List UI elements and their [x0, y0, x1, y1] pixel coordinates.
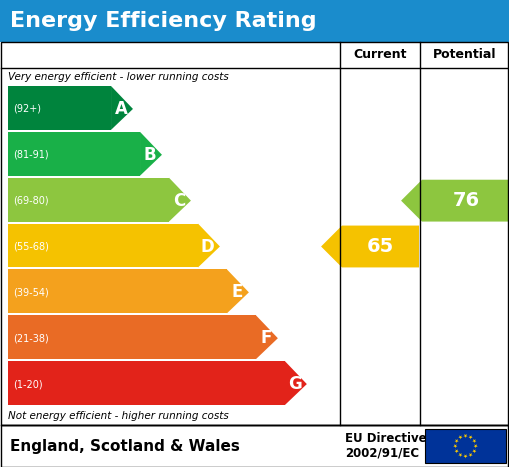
- Bar: [1, 42, 508, 425]
- Text: 76: 76: [453, 191, 480, 210]
- Polygon shape: [463, 454, 468, 459]
- Text: (1-20): (1-20): [13, 379, 43, 389]
- Polygon shape: [468, 435, 473, 439]
- Polygon shape: [453, 444, 458, 448]
- Bar: [8, 361, 285, 405]
- Text: G: G: [288, 375, 302, 393]
- Polygon shape: [285, 361, 307, 405]
- Bar: [425, 429, 506, 463]
- Text: A: A: [115, 100, 127, 118]
- Text: (69-80): (69-80): [13, 196, 49, 205]
- Polygon shape: [458, 435, 463, 439]
- Text: F: F: [260, 329, 271, 347]
- Text: Not energy efficient - higher running costs: Not energy efficient - higher running co…: [8, 411, 229, 421]
- Polygon shape: [473, 444, 478, 448]
- Text: (55-68): (55-68): [13, 241, 49, 252]
- Polygon shape: [227, 269, 249, 313]
- Text: (81-91): (81-91): [13, 150, 49, 160]
- Bar: [8, 132, 140, 176]
- Text: EU Directive: EU Directive: [345, 432, 427, 446]
- Text: (39-54): (39-54): [13, 287, 49, 297]
- Text: 65: 65: [367, 237, 394, 256]
- Polygon shape: [169, 178, 191, 221]
- Text: (92+): (92+): [13, 104, 41, 114]
- Polygon shape: [472, 439, 476, 443]
- Bar: [0, 0, 509, 42]
- Polygon shape: [468, 453, 473, 457]
- Text: Very energy efficient - lower running costs: Very energy efficient - lower running co…: [8, 72, 229, 82]
- Text: Energy Efficiency Rating: Energy Efficiency Rating: [10, 11, 317, 31]
- Polygon shape: [455, 439, 459, 443]
- Polygon shape: [401, 180, 509, 221]
- Bar: [8, 315, 256, 359]
- Polygon shape: [321, 226, 419, 268]
- Polygon shape: [472, 449, 476, 453]
- Text: C: C: [173, 191, 185, 210]
- Text: (21-38): (21-38): [13, 333, 49, 343]
- Bar: [8, 86, 111, 130]
- Polygon shape: [463, 434, 468, 438]
- Polygon shape: [198, 224, 220, 268]
- Polygon shape: [455, 449, 459, 453]
- Text: Potential: Potential: [433, 49, 496, 62]
- Text: 2002/91/EC: 2002/91/EC: [345, 446, 419, 460]
- Bar: [8, 178, 169, 221]
- Polygon shape: [111, 86, 133, 130]
- Text: England, Scotland & Wales: England, Scotland & Wales: [10, 439, 240, 453]
- Text: E: E: [231, 283, 242, 301]
- Text: Current: Current: [353, 49, 407, 62]
- Polygon shape: [458, 453, 463, 457]
- Text: D: D: [201, 238, 215, 255]
- Bar: [8, 269, 227, 313]
- Text: B: B: [144, 146, 156, 164]
- Polygon shape: [256, 315, 278, 359]
- Polygon shape: [140, 132, 162, 176]
- Bar: [8, 224, 198, 268]
- Bar: [1, 425, 508, 467]
